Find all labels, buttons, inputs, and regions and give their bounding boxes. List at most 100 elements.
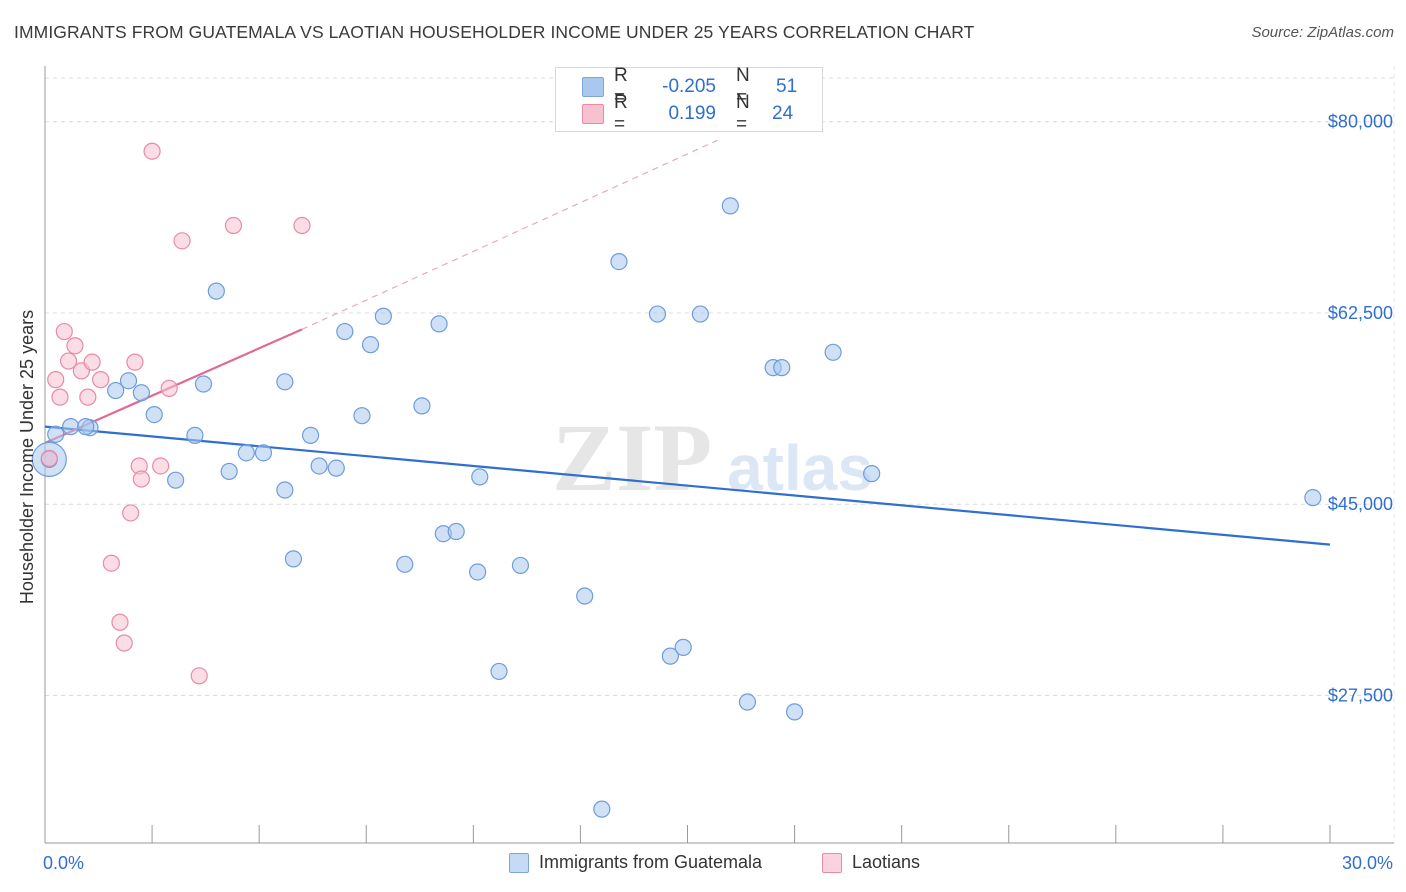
legend-swatch-guatemala [509,852,529,873]
point-guatemala [237,444,255,462]
point-guatemala [863,465,881,483]
point-guatemala [77,418,95,436]
point-guatemala [220,462,238,481]
point-laotians [160,379,178,397]
point-guatemala [785,703,804,721]
point-guatemala [773,359,791,377]
point-guatemala [62,418,80,436]
point-laotians [126,353,144,371]
x-tick-label-max: 30.0% [1342,853,1393,873]
y-tick-label: $62,500 [1328,303,1393,323]
point-laotians [122,504,140,522]
point-laotians [47,371,65,389]
legend-label-guatemala: Immigrants from Guatemala [539,852,763,872]
point-laotians [111,613,129,631]
point-guatemala [469,563,487,581]
point-guatemala [186,426,204,444]
point-guatemala [824,343,842,361]
point-guatemala [490,662,508,681]
point-laotians [152,457,170,475]
legend-item-guatemala[interactable]: Immigrants from Guatemala [509,852,762,873]
point-guatemala [738,693,757,711]
point-laotians [66,337,84,355]
axes [44,66,1394,844]
point-laotians [102,554,120,572]
point-guatemala [107,381,125,400]
guatemala-swatch [582,77,604,97]
point-guatemala [396,555,414,573]
data-points [31,142,1322,818]
point-guatemala [674,638,692,656]
point-guatemala [145,406,163,424]
n-label: N = [736,65,750,108]
point-guatemala [276,373,294,391]
point-guatemala [511,556,530,575]
n-value: 51 [776,76,798,97]
watermark-atlas: atlas [727,432,873,504]
r-value: 0.199 [668,103,716,124]
point-guatemala [327,459,345,477]
point-guatemala [361,336,380,354]
point-laotians [40,449,58,467]
point-guatemala [691,305,709,323]
point-laotians [55,322,73,341]
point-guatemala [167,471,185,489]
point-guatemala [661,647,679,665]
point-guatemala [413,397,431,415]
legend-swatch-laotians [822,852,842,873]
point-guatemala [648,305,667,323]
point-laotians [79,388,97,406]
point-laotians [224,216,243,235]
point-guatemala [1304,489,1322,507]
point-laotians [83,353,101,371]
point-guatemala [119,372,138,390]
point-guatemala [336,322,354,341]
point-guatemala [276,481,294,499]
point-laotians [293,216,311,235]
x-tick-label-min: 0.0% [43,853,84,873]
point-guatemala [254,444,273,462]
point-laotians [190,667,208,685]
point-guatemala [310,457,328,475]
laotians-swatch [582,104,604,124]
watermark: ZIP atlas [552,404,873,511]
point-guatemala [721,197,739,215]
point-laotians [59,352,78,370]
point-guatemala [576,587,594,605]
point-guatemala [593,800,611,818]
point-guatemala [353,407,371,425]
y-axis-label: Householder Income Under 25 years [17,310,37,604]
point-guatemala [132,384,150,402]
legend-label-laotians: Laotians [852,852,921,872]
point-guatemala [471,468,489,486]
point-guatemala [447,522,465,541]
point-guatemala [301,426,320,444]
stats-box: R = -0.205 N = 51 R = 0.199 N = 24 [555,65,823,135]
y-tick-label: $27,500 [1328,685,1393,705]
legend-item-laotians[interactable]: Laotians [822,852,920,873]
trend-line-laotians-extension [301,139,718,330]
watermark-zip: ZIP [552,404,712,511]
point-guatemala [284,550,303,568]
r-label: R = [614,65,628,108]
point-laotians [143,142,161,160]
point-laotians [132,470,150,488]
point-guatemala [207,282,225,300]
r-label: R = [614,92,628,135]
n-value: 24 [772,103,794,124]
point-laotians [115,634,133,652]
source-label: Source: ZipAtlas.com [1251,24,1394,41]
point-guatemala [610,253,628,271]
point-guatemala [47,425,65,443]
chart-title: IMMIGRANTS FROM GUATEMALA VS LAOTIAN HOU… [14,22,975,42]
point-guatemala [430,315,448,333]
point-laotians [92,371,110,389]
y-tick-label: $80,000 [1328,112,1393,132]
axis-labels: $80,000 $62,500 $45,000 $27,500 0.0% 30.0% Hou… [17,112,1393,873]
point-guatemala [374,307,392,325]
point-guatemala [194,375,213,393]
r-value: -0.205 [662,76,716,97]
n-label: N = [736,92,750,135]
point-laotians [51,388,69,406]
